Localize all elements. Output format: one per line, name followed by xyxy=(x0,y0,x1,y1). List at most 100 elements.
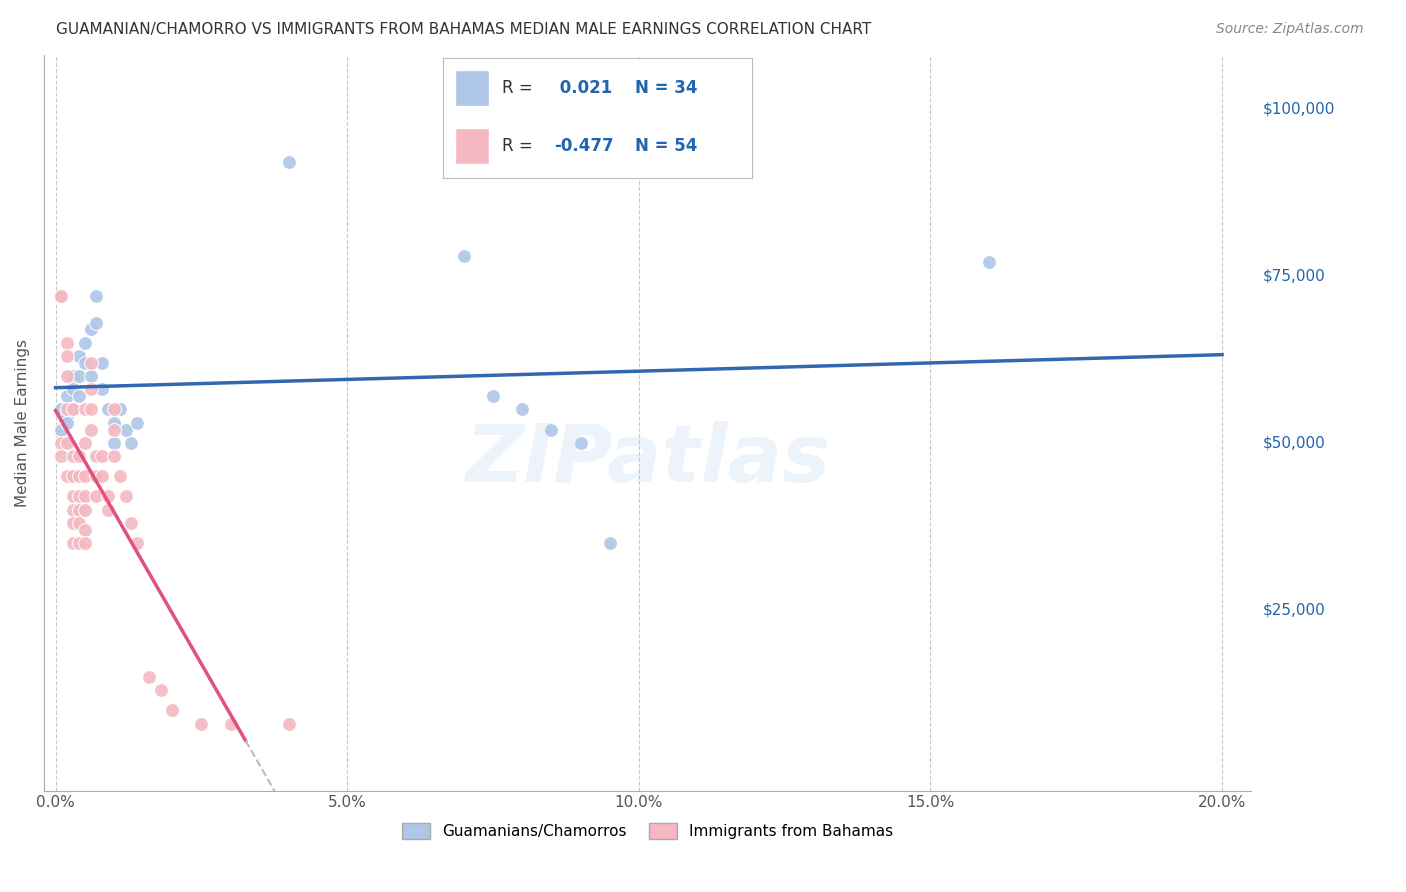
Point xyxy=(62,383,84,397)
Point xyxy=(67,369,90,384)
Point xyxy=(277,716,299,731)
Point xyxy=(79,423,101,437)
Point xyxy=(56,436,79,450)
Point xyxy=(86,289,108,303)
Point xyxy=(108,402,131,417)
Point xyxy=(67,490,90,504)
Point xyxy=(56,369,79,384)
Text: GUAMANIAN/CHAMORRO VS IMMIGRANTS FROM BAHAMAS MEDIAN MALE EARNINGS CORRELATION C: GUAMANIAN/CHAMORRO VS IMMIGRANTS FROM BA… xyxy=(56,22,872,37)
Point xyxy=(599,536,621,550)
Point xyxy=(73,469,96,483)
Point xyxy=(108,469,131,483)
Point xyxy=(79,402,101,417)
Point xyxy=(62,516,84,530)
Point xyxy=(86,469,108,483)
Text: N = 34: N = 34 xyxy=(634,79,697,97)
Point xyxy=(73,356,96,370)
Point xyxy=(67,450,90,464)
Point xyxy=(103,450,125,464)
Point xyxy=(120,436,142,450)
Y-axis label: Median Male Earnings: Median Male Earnings xyxy=(15,339,30,507)
Text: R =: R = xyxy=(502,136,537,155)
Point xyxy=(56,416,79,430)
Point xyxy=(120,516,142,530)
Point xyxy=(114,490,136,504)
Point xyxy=(62,469,84,483)
Point xyxy=(138,670,160,684)
Point xyxy=(977,255,1000,269)
Point xyxy=(79,383,101,397)
Point xyxy=(73,335,96,350)
Point xyxy=(103,423,125,437)
Text: $25,000: $25,000 xyxy=(1263,603,1324,617)
Point xyxy=(51,450,73,464)
Point xyxy=(56,335,79,350)
Point xyxy=(62,402,84,417)
Text: N = 54: N = 54 xyxy=(634,136,697,155)
Point xyxy=(453,249,475,263)
Point xyxy=(56,389,79,403)
Point xyxy=(86,316,108,330)
Point xyxy=(91,383,114,397)
Point xyxy=(56,402,79,417)
Point xyxy=(91,469,114,483)
Point xyxy=(51,436,73,450)
Point xyxy=(73,402,96,417)
Point xyxy=(97,402,120,417)
Point xyxy=(91,356,114,370)
Point xyxy=(56,469,79,483)
Point xyxy=(67,389,90,403)
Bar xyxy=(456,70,489,106)
Point xyxy=(97,502,120,516)
Point xyxy=(103,402,125,417)
Point xyxy=(67,349,90,363)
Point xyxy=(62,369,84,384)
Legend: Guamanians/Chamorros, Immigrants from Bahamas: Guamanians/Chamorros, Immigrants from Ba… xyxy=(396,817,900,846)
Point xyxy=(510,402,533,417)
Text: $50,000: $50,000 xyxy=(1263,435,1324,450)
Point xyxy=(56,409,79,424)
Bar xyxy=(456,128,489,164)
Point xyxy=(79,356,101,370)
Text: 0.021: 0.021 xyxy=(554,79,613,97)
Point xyxy=(62,536,84,550)
Point xyxy=(190,716,212,731)
Point xyxy=(91,450,114,464)
Point xyxy=(149,683,172,698)
Point xyxy=(62,450,84,464)
Point xyxy=(51,289,73,303)
Text: -0.477: -0.477 xyxy=(554,136,614,155)
Point xyxy=(103,416,125,430)
Point xyxy=(79,322,101,336)
Point xyxy=(51,423,73,437)
Text: Source: ZipAtlas.com: Source: ZipAtlas.com xyxy=(1216,22,1364,37)
Point xyxy=(73,523,96,537)
Text: $100,000: $100,000 xyxy=(1263,101,1334,116)
Point xyxy=(160,703,183,717)
Point xyxy=(73,436,96,450)
Point xyxy=(127,536,149,550)
Point xyxy=(277,155,299,169)
Point xyxy=(62,490,84,504)
Point xyxy=(86,490,108,504)
Point xyxy=(51,289,73,303)
Point xyxy=(127,416,149,430)
Point xyxy=(103,436,125,450)
Point xyxy=(97,490,120,504)
Point xyxy=(73,536,96,550)
Point xyxy=(540,423,562,437)
Point xyxy=(67,536,90,550)
Point xyxy=(219,716,242,731)
Point xyxy=(62,502,84,516)
Point xyxy=(569,436,592,450)
Point xyxy=(67,469,90,483)
Point xyxy=(62,402,84,417)
Point xyxy=(67,516,90,530)
Point xyxy=(73,502,96,516)
Point xyxy=(51,402,73,417)
Point xyxy=(79,369,101,384)
Point xyxy=(482,389,505,403)
Point xyxy=(73,490,96,504)
Point xyxy=(86,450,108,464)
Point xyxy=(67,502,90,516)
